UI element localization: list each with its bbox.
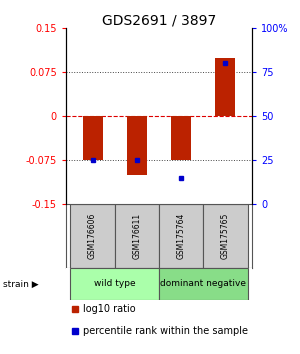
Text: dominant negative: dominant negative	[160, 279, 246, 289]
FancyBboxPatch shape	[159, 268, 247, 300]
FancyBboxPatch shape	[70, 268, 159, 300]
FancyBboxPatch shape	[203, 204, 247, 268]
FancyBboxPatch shape	[115, 204, 159, 268]
Text: wild type: wild type	[94, 279, 136, 289]
Bar	[215, 58, 236, 116]
Text: GSM176611: GSM176611	[132, 213, 141, 259]
FancyBboxPatch shape	[159, 204, 203, 268]
Bar	[171, 116, 191, 160]
Title: GDS2691 / 3897: GDS2691 / 3897	[102, 13, 216, 27]
FancyBboxPatch shape	[70, 204, 115, 268]
Text: GSM175765: GSM175765	[221, 213, 230, 259]
Text: log10 ratio: log10 ratio	[83, 304, 135, 314]
Text: GSM176606: GSM176606	[88, 213, 97, 259]
Bar	[127, 116, 147, 175]
Text: strain ▶: strain ▶	[3, 279, 39, 289]
Text: percentile rank within the sample: percentile rank within the sample	[83, 326, 248, 336]
Bar	[82, 116, 103, 160]
Text: GSM175764: GSM175764	[177, 213, 186, 259]
